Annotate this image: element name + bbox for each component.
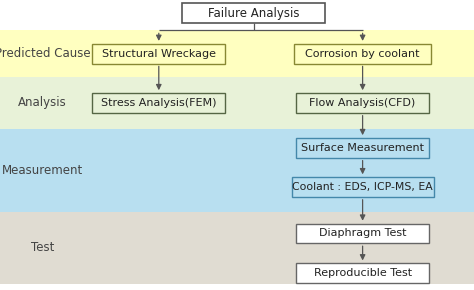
- Bar: [92, 44, 225, 64]
- Bar: [294, 44, 431, 64]
- Bar: [182, 3, 325, 23]
- Bar: [92, 93, 225, 113]
- Text: Flow Analysis(CFD): Flow Analysis(CFD): [310, 98, 416, 108]
- Bar: [292, 177, 434, 197]
- Text: Reproducible Test: Reproducible Test: [313, 268, 412, 278]
- Bar: [296, 224, 429, 243]
- Text: Surface Measurement: Surface Measurement: [301, 143, 424, 153]
- Bar: [296, 138, 429, 158]
- Text: Diaphragm Test: Diaphragm Test: [319, 229, 406, 238]
- Text: Analysis: Analysis: [18, 97, 67, 109]
- Text: Measurement: Measurement: [2, 164, 83, 177]
- Text: Stress Analysis(FEM): Stress Analysis(FEM): [101, 98, 217, 108]
- Text: Failure Analysis: Failure Analysis: [208, 7, 300, 19]
- Text: Coolant : EDS, ICP-MS, EA: Coolant : EDS, ICP-MS, EA: [292, 182, 433, 192]
- Text: Test: Test: [31, 242, 55, 254]
- Bar: [296, 263, 429, 283]
- Bar: [0, 129, 474, 212]
- Text: Predicted Cause: Predicted Cause: [0, 47, 91, 60]
- Text: Corrosion by coolant: Corrosion by coolant: [305, 49, 420, 59]
- Bar: [296, 93, 429, 113]
- Bar: [0, 212, 474, 284]
- Bar: [0, 77, 474, 129]
- Text: Structural Wreckage: Structural Wreckage: [102, 49, 216, 59]
- Bar: [0, 30, 474, 77]
